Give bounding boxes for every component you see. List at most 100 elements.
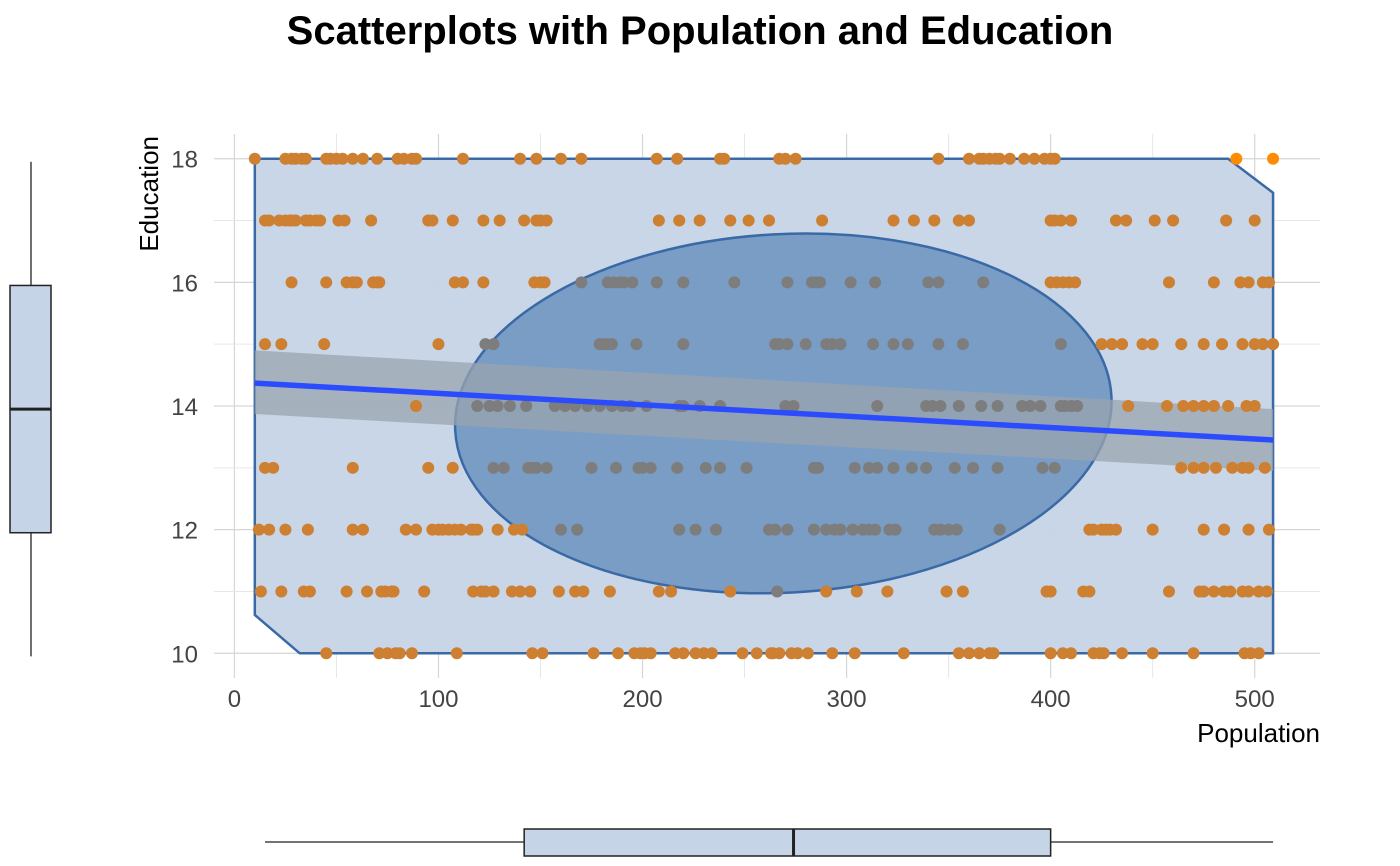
data-point [779,152,792,165]
data-point [605,338,618,351]
data-point [1162,585,1175,598]
data-point [318,338,331,351]
data-point [346,461,359,474]
data-point [867,338,880,351]
data-point [346,152,359,165]
data-point [373,276,386,289]
data-point [650,152,663,165]
data-point [1216,338,1229,351]
data-point [575,152,588,165]
data-point [340,585,353,598]
data-point [652,585,665,598]
data-point [491,523,504,536]
data-point [742,214,755,227]
data-point [1024,400,1037,412]
data-point [1258,461,1271,474]
data-point [524,585,537,598]
data-point [520,400,533,412]
data-point [887,338,900,351]
data-point [410,523,423,536]
data-point [263,214,276,227]
data-point [718,152,731,165]
data-point [289,214,302,227]
data-point [677,647,690,660]
data-point [393,647,406,660]
data-point [1209,461,1222,474]
data-point [1218,523,1231,536]
data-point [869,276,882,289]
data-point [1226,461,1239,474]
data-point [834,338,847,351]
x-tick-label: 200 [623,686,663,713]
data-point [1167,214,1180,227]
data-point [905,461,918,474]
data-point [644,461,657,474]
data-point [356,523,369,536]
data-point [956,585,969,598]
data-point [540,461,553,474]
data-point [993,523,1006,536]
data-point [1260,585,1273,598]
data-point [871,461,884,474]
data-point [540,214,553,227]
data-point [1207,400,1220,412]
data-point [275,338,288,351]
data-point [807,523,820,536]
data-point [934,400,947,412]
data-point [612,647,625,660]
data-point [303,585,316,598]
data-point [1256,338,1269,351]
data-point [1148,214,1161,227]
data-point [454,523,467,536]
data-point [575,276,588,289]
data-point [554,523,567,536]
data-point [1028,152,1041,165]
data-point [516,523,529,536]
data-point [267,461,280,474]
data-point [781,523,794,536]
data-point [848,461,861,474]
data-point [1262,276,1275,289]
data-point [940,585,953,598]
data-point [497,461,510,474]
data-point [536,647,549,660]
data-point [410,152,423,165]
data-point [705,647,718,660]
data-point [1105,338,1118,351]
data-point [426,214,439,227]
data-point [405,647,418,660]
data-point [975,400,988,412]
data-point [1248,400,1261,412]
data-point [1036,461,1049,474]
data-point [1224,585,1237,598]
data-point [446,461,459,474]
tick-labels: 0 100 200 300 400 500 10 12 14 16 18 [171,147,1274,713]
data-point [1252,647,1265,660]
data-point [259,338,272,351]
data-point [677,338,690,351]
data-point [844,276,857,289]
data-point [487,338,500,351]
x-tick-label: 400 [1031,686,1071,713]
data-point [1230,152,1243,165]
data-point [814,276,827,289]
data-point [477,214,490,227]
data-point [1236,338,1249,351]
data-point [952,400,965,412]
y-marginal-boxplot [9,161,52,657]
x-boxplot-box [523,828,1052,857]
data-point [1175,461,1188,474]
data-point [571,523,584,536]
data-point [907,214,920,227]
data-point [709,523,722,536]
data-point [932,152,945,165]
data-point [956,338,969,351]
data-point [254,585,267,598]
data-point [1222,400,1235,412]
data-point [1187,400,1200,412]
data-point [1146,338,1159,351]
data-point [1207,585,1220,598]
data-point [487,585,500,598]
data-point [724,214,737,227]
data-point [789,152,802,165]
